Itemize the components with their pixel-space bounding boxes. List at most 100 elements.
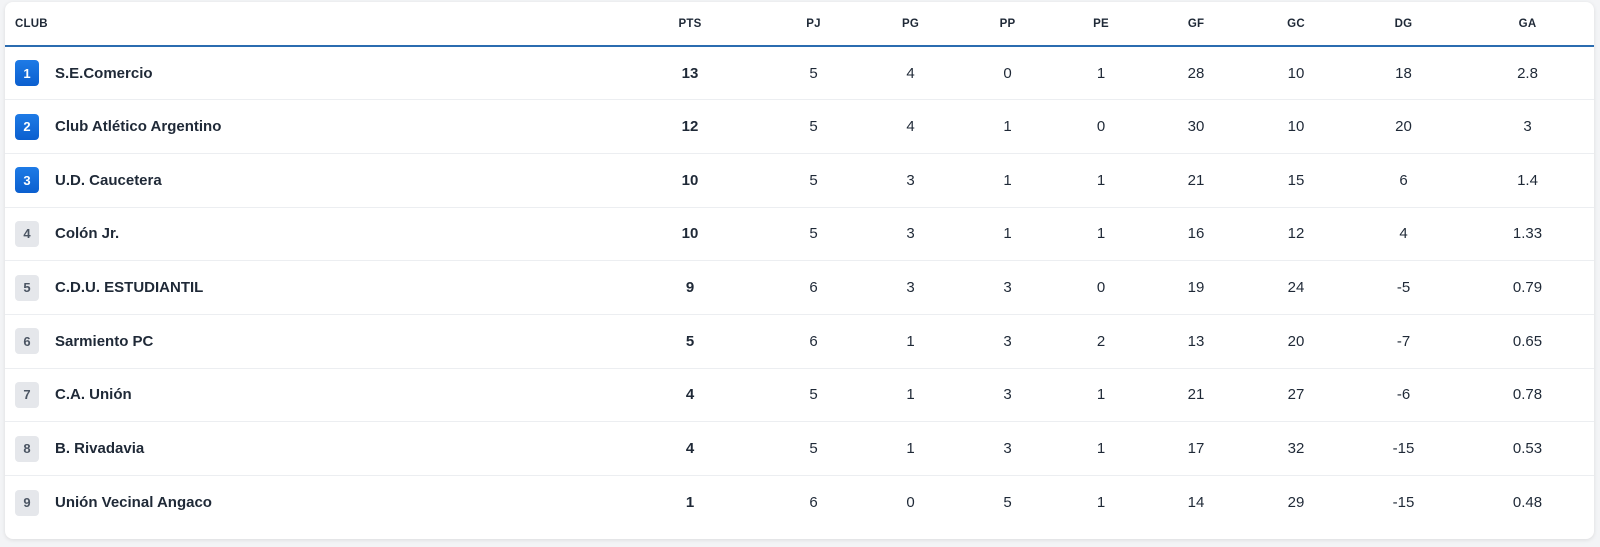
stat-pg: 3	[906, 279, 915, 297]
club-name-link[interactable]: S.E.Comercio	[55, 64, 153, 82]
col-header-pg[interactable]: PG	[901, 17, 919, 30]
table-row[interactable]: 3 U.D. Caucetera 10 5 3 1 1 21 15 6 1.4	[5, 153, 1594, 208]
stat-pp: 5	[1003, 494, 1012, 512]
standings-card: CLUB PTS PJ PG PP PE GF GC DG GA 1 S.E.Co…	[5, 2, 1594, 539]
stat-dg: 4	[1399, 225, 1408, 243]
club-cell: 7 C.A. Unión	[5, 368, 615, 422]
stat-dg: 18	[1395, 64, 1412, 82]
col-header-pts[interactable]: PTS	[678, 17, 702, 30]
stat-pp: 3	[1003, 440, 1012, 458]
club-name-link[interactable]: U.D. Caucetera	[55, 171, 162, 189]
stat-dg: -7	[1396, 332, 1411, 350]
col-header-gf[interactable]: GF	[1187, 17, 1205, 30]
stat-pj: 5	[809, 118, 818, 136]
table-row[interactable]: 6 Sarmiento PC 5 6 1 3 2 13 20 -7 0.65	[5, 314, 1594, 369]
stat-ga: 0.65	[1512, 332, 1543, 350]
stat-gc: 10	[1287, 118, 1305, 136]
stat-pj: 5	[809, 386, 818, 404]
stat-ga: 2.8	[1517, 64, 1538, 82]
club-info: 5 C.D.U. ESTUDIANTIL	[15, 274, 615, 301]
stat-pe: 0	[1096, 279, 1106, 297]
stat-pts: 12	[681, 118, 699, 136]
club-info: 2 Club Atlético Argentino	[15, 113, 615, 140]
stat-pg: 4	[906, 118, 915, 136]
club-info: 8 B. Rivadavia	[15, 435, 615, 462]
table-row[interactable]: 5 C.D.U. ESTUDIANTIL 9 6 3 3 0 19 24 -5 0.79	[5, 261, 1594, 315]
stat-gc: 20	[1287, 332, 1305, 350]
col-header-dg[interactable]: DG	[1394, 17, 1413, 30]
club-name-link[interactable]: Unión Vecinal Angaco	[55, 494, 212, 512]
club-cell: 5 C.D.U. ESTUDIANTIL	[5, 261, 615, 315]
stat-gc: 29	[1287, 494, 1305, 512]
stat-pg: 4	[906, 64, 915, 82]
stat-ga: 3	[1523, 118, 1532, 136]
club-cell: 2 Club Atlético Argentino	[5, 100, 615, 154]
stat-pe: 1	[1096, 64, 1106, 82]
col-header-pj[interactable]: PJ	[806, 17, 821, 30]
table-row[interactable]: 8 B. Rivadavia 4 5 1 3 1 17 32 -15 0.53	[5, 422, 1594, 476]
club-cell: 3 U.D. Caucetera	[5, 153, 615, 207]
stat-pg: 1	[906, 332, 915, 350]
stat-ga: 0.79	[1512, 279, 1543, 297]
club-name-link[interactable]: C.A. Unión	[55, 386, 132, 404]
table-row[interactable]: 2 Club Atlético Argentino 12 5 4 1 0 30 10 20 3	[5, 100, 1594, 154]
position-badge: 4	[15, 220, 39, 247]
club-cell: 8 B. Rivadavia	[5, 422, 615, 476]
club-name-link[interactable]: Colón Jr.	[55, 225, 120, 243]
stat-pp: 3	[1003, 279, 1012, 297]
col-header-ga[interactable]: GA	[1518, 17, 1537, 30]
stat-pe: 1	[1096, 494, 1106, 512]
col-header-pp[interactable]: PP	[999, 17, 1016, 30]
stat-ga: 0.78	[1512, 386, 1543, 404]
club-name-link[interactable]: Club Atlético Argentino	[55, 118, 222, 136]
col-header-pe[interactable]: PE	[1093, 17, 1109, 30]
stat-pg: 0	[906, 494, 915, 512]
stat-pj: 6	[809, 332, 818, 350]
position-badge: 7	[15, 381, 39, 408]
club-info: 6 Sarmiento PC	[15, 328, 615, 355]
stat-pj: 6	[809, 279, 818, 297]
stat-pj: 5	[809, 171, 818, 189]
stat-gf: 14	[1187, 494, 1205, 512]
stat-ga: 0.53	[1512, 440, 1543, 458]
stat-pe: 1	[1096, 225, 1106, 243]
stat-pg: 1	[906, 386, 915, 404]
stat-gf: 17	[1187, 440, 1205, 458]
stat-gf: 13	[1187, 332, 1205, 350]
club-name-link[interactable]: Sarmiento PC	[55, 332, 154, 350]
table-header-row: CLUB PTS PJ PG PP PE GF GC DG GA	[5, 2, 1594, 46]
position-badge: 5	[15, 274, 39, 301]
stat-pj: 5	[809, 440, 818, 458]
stat-pj: 5	[809, 64, 818, 82]
club-info: 9 Unión Vecinal Angaco	[15, 489, 615, 516]
col-header-club[interactable]: CLUB	[15, 17, 48, 30]
col-header-gc[interactable]: GC	[1287, 17, 1305, 30]
stat-pe: 1	[1096, 440, 1106, 458]
stat-gc: 32	[1287, 440, 1305, 458]
stat-pp: 0	[1003, 64, 1012, 82]
stat-pts: 9	[685, 279, 695, 297]
stat-ga: 1.33	[1512, 225, 1543, 243]
club-name-link[interactable]: B. Rivadavia	[55, 440, 145, 458]
stat-pe: 0	[1096, 118, 1106, 136]
stat-gf: 28	[1187, 64, 1205, 82]
stat-pp: 1	[1003, 225, 1012, 243]
table-row[interactable]: 9 Unión Vecinal Angaco 1 6 0 5 1 14 29 -15 0.48	[5, 476, 1594, 530]
stat-pts: 5	[685, 332, 695, 350]
stat-gf: 30	[1187, 118, 1205, 136]
stat-pg: 1	[906, 440, 915, 458]
position-badge: 6	[15, 328, 39, 355]
stat-pts: 1	[685, 494, 695, 512]
table-row[interactable]: 1 S.E.Comercio 13 5 4 0 1 28 10 18 2.8	[5, 46, 1594, 100]
table-row[interactable]: 7 C.A. Unión 4 5 1 3 1 21 27 -6 0.78	[5, 368, 1594, 422]
stat-dg: 20	[1395, 118, 1412, 136]
stat-pts: 4	[685, 440, 695, 458]
club-name-link[interactable]: C.D.U. ESTUDIANTIL	[55, 279, 204, 297]
club-info: 1 S.E.Comercio	[15, 60, 615, 87]
club-cell: 9 Unión Vecinal Angaco	[5, 476, 615, 530]
club-info: 3 U.D. Caucetera	[15, 167, 615, 194]
table-row[interactable]: 4 Colón Jr. 10 5 3 1 1 16 12 4 1.33	[5, 207, 1594, 261]
stat-pp: 3	[1003, 386, 1012, 404]
stat-pg: 3	[906, 225, 915, 243]
position-badge: 1	[15, 60, 39, 87]
